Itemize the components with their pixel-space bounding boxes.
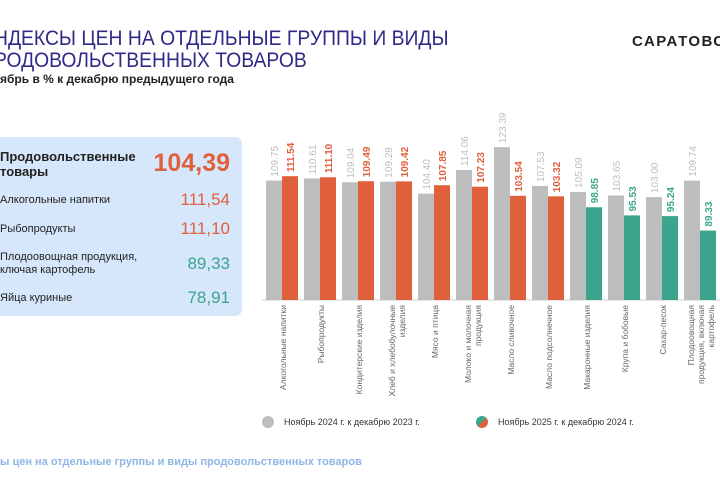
category-label: изделия <box>397 305 407 338</box>
data-label: 109.28 <box>384 147 395 178</box>
category-label: Кондитерские изделия <box>354 305 364 395</box>
main-value: 104,39 <box>153 149 230 177</box>
data-label: 103.00 <box>650 162 661 193</box>
data-label: 109.75 <box>270 146 281 177</box>
bar <box>662 216 678 300</box>
bar <box>586 207 602 300</box>
bar <box>494 147 510 300</box>
data-label: 103.32 <box>552 161 563 192</box>
bar <box>358 181 374 300</box>
category-label: Алкогольные напитки <box>278 305 288 390</box>
data-label: 107.85 <box>438 150 449 181</box>
data-label: 107.23 <box>476 152 487 183</box>
footer-caption: ы цен на отдельные группы и виды продово… <box>0 456 362 468</box>
item-value: 78,91 <box>187 288 230 307</box>
bar <box>434 185 450 300</box>
brand-logo: САРАТОВС <box>632 33 720 50</box>
data-label: 109.04 <box>346 147 357 178</box>
category-label: Масло подсолнечное <box>544 305 554 389</box>
bar <box>548 196 564 300</box>
item-label: Рыбопродукты <box>0 223 76 235</box>
legend-swatch <box>476 416 488 428</box>
data-label: 111.10 <box>324 143 335 173</box>
category-label: картофель <box>706 304 716 347</box>
data-label: 103.65 <box>612 160 623 191</box>
legend-item: Ноябрь 2024 г. к декабрю 2023 г. <box>262 416 420 428</box>
bar <box>304 178 320 300</box>
data-label: 110.61 <box>308 144 319 174</box>
bar <box>624 215 640 300</box>
bar <box>472 186 488 300</box>
bar <box>532 186 548 300</box>
data-label: 105.09 <box>574 157 585 188</box>
bar <box>342 182 358 300</box>
category-label: Молоко и молочная <box>463 305 473 383</box>
data-label: 109.74 <box>688 146 699 177</box>
bar <box>456 170 472 300</box>
page-title: НДЕКСЫ ЦЕН НА ОТДЕЛЬНЫЕ ГРУППЫ И ВИДЫ РОД… <box>0 27 449 72</box>
item-label: Плодоовощная продукция, ключая картофель <box>0 251 138 276</box>
bar <box>396 181 412 300</box>
item-value: 111,10 <box>180 219 230 238</box>
bar <box>320 177 336 300</box>
data-label: 109.42 <box>400 146 411 177</box>
bar <box>608 195 624 300</box>
category-label: Сахар-песок <box>658 305 668 355</box>
data-label: 103.54 <box>514 161 525 192</box>
item-label: Алкогольные напитки <box>0 194 111 206</box>
data-label: 114.06 <box>460 136 471 166</box>
data-label: 111.54 <box>286 142 297 172</box>
item-value: 111,54 <box>180 190 230 209</box>
data-label: 95.24 <box>666 187 677 212</box>
bar <box>700 230 716 300</box>
bar <box>510 195 526 300</box>
category-label: Макаронные изделия <box>582 305 592 390</box>
legend-swatch <box>262 416 274 428</box>
main-label: Продовольственные товары <box>0 149 136 179</box>
summary-panel: Продовольственные товары 104,39 Алкоголь… <box>0 137 242 316</box>
bar <box>570 191 586 300</box>
data-label: 123.39 <box>498 112 509 143</box>
item-label: Яйца куриные <box>0 292 73 304</box>
category-label: Масло сливочное <box>506 305 516 375</box>
data-label: 109.49 <box>362 146 373 177</box>
item-value: 89,33 <box>187 254 230 273</box>
data-label: 95.53 <box>628 186 639 211</box>
bar <box>418 193 434 300</box>
data-label: 98.85 <box>590 178 601 203</box>
category-label: Крупа и бобовые <box>620 305 630 372</box>
data-label: 89.33 <box>704 201 715 226</box>
category-label: Мясо и птица <box>430 305 440 358</box>
category-label: Плодоовощная <box>686 305 696 366</box>
subtitle: ябрь в % к декабрю предыдущего года <box>0 72 234 86</box>
bar <box>684 180 700 300</box>
category-label: Рыбопродукты <box>316 305 326 363</box>
bar <box>380 181 396 300</box>
bar <box>282 176 298 300</box>
data-label: 107.53 <box>536 151 547 182</box>
data-label: 104.40 <box>422 159 433 190</box>
bar <box>266 180 282 300</box>
legend-item: Ноябрь 2025 г. к декабрю 2024 г. <box>476 416 634 428</box>
bar <box>646 197 662 300</box>
category-label: Хлеб и хлебобулочные <box>387 305 397 397</box>
category-label: продукция <box>473 305 483 346</box>
category-label: продукция, включая <box>696 305 706 384</box>
